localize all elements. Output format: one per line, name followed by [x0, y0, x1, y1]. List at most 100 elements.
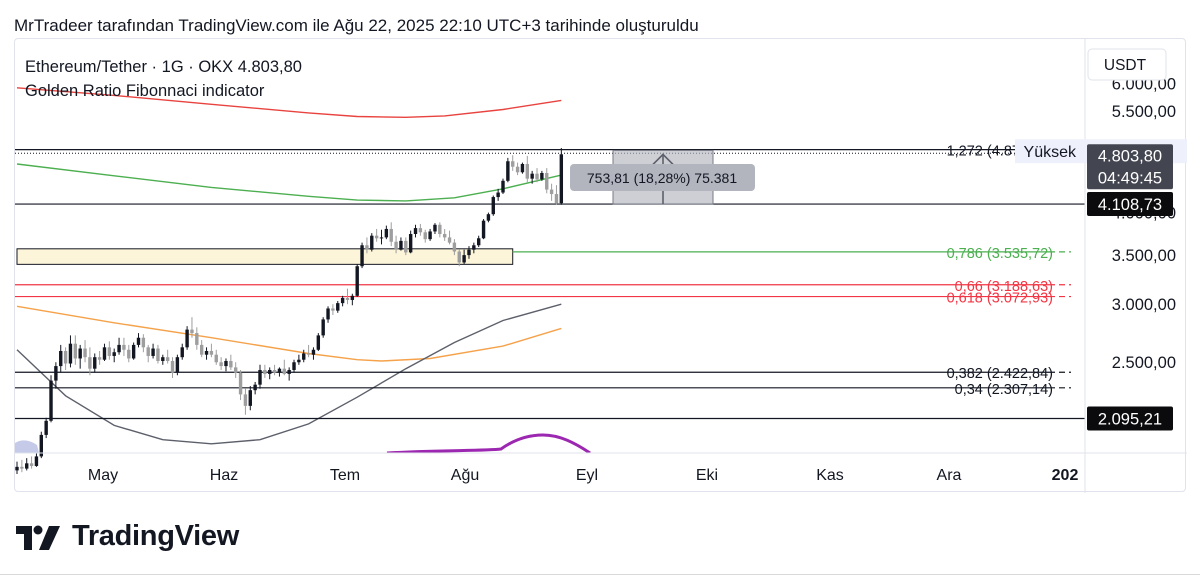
candle-body	[229, 360, 233, 368]
candle-body	[63, 350, 68, 364]
candle-body	[389, 228, 393, 242]
candle-body	[336, 303, 340, 311]
candle-body	[175, 357, 180, 373]
candle-body	[549, 189, 554, 195]
candle-body	[442, 233, 447, 238]
candle-body	[180, 347, 184, 358]
candle-body	[112, 352, 116, 356]
band-red	[16, 87, 562, 119]
low-line-price-text: 2.095,21	[1098, 410, 1162, 428]
candle-body	[311, 349, 316, 355]
candle-body	[477, 238, 481, 246]
candle-body	[73, 343, 78, 359]
indicator-purple-curve	[386, 433, 591, 453]
candle-body	[447, 237, 452, 243]
candle-body	[93, 357, 97, 369]
candle-body	[204, 350, 209, 355]
candle-body	[20, 466, 24, 469]
fib-label-2: 0,66 (3.188,63)	[955, 279, 1053, 295]
candle-body	[243, 394, 248, 406]
band-dark	[16, 303, 562, 445]
candle-body	[224, 360, 228, 367]
candle-body	[190, 329, 194, 334]
candle-body	[282, 368, 286, 374]
tradingview-logo[interactable]: TradingView	[16, 520, 239, 553]
x-tick-label-2: Tem	[330, 467, 360, 484]
candle-body	[545, 172, 549, 190]
candle-body	[156, 348, 160, 361]
candle-body	[350, 295, 355, 300]
current-price-countdown: 04:49:45	[1098, 169, 1162, 187]
candle-body	[214, 354, 218, 363]
candle-body	[102, 347, 107, 360]
candle-body	[486, 214, 491, 221]
candle-body	[78, 348, 82, 359]
candle-body	[248, 390, 252, 406]
current-price-bg	[1087, 144, 1173, 190]
candle-body	[433, 224, 437, 232]
candle-body	[540, 172, 544, 180]
candle-body	[15, 466, 19, 471]
candle-body	[525, 163, 529, 179]
candle-body	[136, 337, 141, 345]
legend-symbol: Ethereum/Tether · 1G · OKX 4.803,80	[25, 58, 302, 76]
candle-body	[238, 372, 243, 395]
candle-body	[39, 434, 43, 457]
measure-label-box	[570, 164, 755, 191]
candle-body	[219, 362, 223, 367]
candle-body	[306, 353, 311, 355]
candle-body	[107, 347, 112, 356]
tradingview-wordmark: TradingView	[72, 520, 239, 552]
candle-body	[141, 337, 146, 348]
candle-body	[49, 380, 53, 421]
band-green	[16, 163, 562, 202]
x-tick-label-4: Eyl	[576, 467, 598, 484]
candle-body	[131, 344, 136, 359]
x-tick-label-6: Kas	[816, 467, 844, 484]
candle-body	[68, 343, 73, 364]
candle-body	[321, 319, 325, 336]
fib-label-4: 0,382 (2.422,84)	[947, 366, 1053, 382]
candle-body	[384, 228, 389, 238]
candle-body	[530, 173, 534, 179]
candle-body	[268, 369, 272, 374]
high-label-text: Yüksek	[1024, 144, 1077, 161]
candle-body	[277, 368, 282, 373]
tradingview-logo-icon	[16, 525, 60, 550]
candle-body	[423, 232, 427, 240]
current-price-text: 4.803,80	[1098, 147, 1162, 165]
candle-body	[25, 463, 29, 469]
candle-body	[413, 228, 418, 234]
candle-body	[263, 369, 267, 374]
candle-body	[195, 333, 199, 345]
y-tick-label-4: 3.500,00	[1112, 247, 1176, 265]
candle-body	[535, 173, 539, 180]
candle-body	[394, 241, 398, 250]
price-chart[interactable]: 1,272 (4.874,47)0,786 (3.535,72)0,66 (3.…	[15, 39, 1187, 493]
candle-body	[29, 463, 34, 466]
horizontal-line-price-text: 4.108,73	[1098, 196, 1162, 214]
fib-label-3: 0,618 (3.072,93)	[947, 291, 1053, 307]
candle-body	[404, 240, 408, 253]
candle-body	[355, 266, 359, 296]
candle-body	[88, 357, 92, 369]
candle-body	[481, 220, 486, 239]
measure-label: 753,81 (18,28%) 75.381	[587, 170, 737, 186]
candle-body	[491, 197, 495, 215]
candle-body	[185, 329, 189, 348]
candle-body	[438, 224, 442, 234]
candle-body	[365, 245, 369, 250]
candle-body	[452, 242, 457, 252]
candle-body	[515, 166, 520, 173]
candle-body	[374, 235, 379, 239]
currency-button	[1087, 48, 1167, 81]
candle-body	[146, 347, 150, 356]
chart-caption: MrTradeer tarafından TradingView.com ile…	[14, 16, 699, 35]
candle-body	[258, 369, 262, 385]
candle-body	[511, 161, 515, 167]
candle-body	[467, 249, 471, 256]
chart-frame[interactable]: 1,272 (4.874,47) 0,786 (3.535,72) 0,66 (3.…	[14, 38, 1187, 493]
candle-body	[472, 245, 476, 250]
candle-body	[554, 194, 559, 204]
band-orange	[16, 305, 562, 362]
